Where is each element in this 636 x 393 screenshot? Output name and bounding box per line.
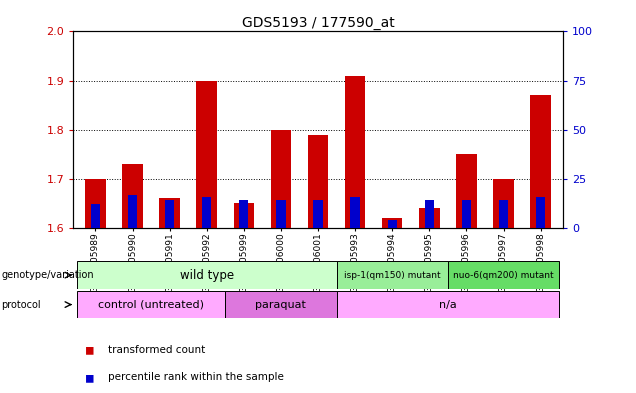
Text: protocol: protocol — [1, 299, 41, 310]
Bar — [122, 164, 142, 228]
Bar — [536, 196, 545, 228]
Text: nuo-6(qm200) mutant: nuo-6(qm200) mutant — [453, 271, 554, 279]
Bar — [233, 204, 254, 228]
Bar — [336, 261, 448, 289]
Bar — [77, 261, 336, 289]
Text: control (untreated): control (untreated) — [98, 299, 204, 310]
Bar — [308, 135, 328, 228]
Bar — [462, 200, 471, 228]
Bar — [345, 76, 365, 228]
Text: isp-1(qm150) mutant: isp-1(qm150) mutant — [344, 271, 441, 279]
Text: n/a: n/a — [439, 299, 457, 310]
Text: wild type: wild type — [179, 268, 234, 282]
Bar — [271, 130, 291, 228]
Bar — [202, 196, 211, 228]
Title: GDS5193 / 177590_at: GDS5193 / 177590_at — [242, 17, 394, 30]
Text: ■: ■ — [86, 371, 93, 384]
Bar — [494, 179, 514, 228]
Bar — [160, 198, 180, 228]
Bar — [448, 261, 559, 289]
Bar — [530, 95, 551, 228]
Bar — [425, 200, 434, 228]
Text: percentile rank within the sample: percentile rank within the sample — [108, 372, 284, 382]
Bar — [314, 200, 322, 228]
Bar — [499, 200, 508, 228]
Bar — [382, 218, 403, 228]
Bar — [91, 204, 100, 228]
Bar — [225, 291, 336, 318]
Bar — [387, 220, 397, 228]
Bar — [165, 200, 174, 228]
Text: transformed count: transformed count — [108, 345, 205, 355]
Bar — [336, 291, 559, 318]
Bar — [128, 195, 137, 228]
Bar — [197, 81, 217, 228]
Bar — [350, 196, 360, 228]
Text: ■: ■ — [86, 343, 93, 356]
Bar — [85, 179, 106, 228]
Text: genotype/variation: genotype/variation — [1, 270, 94, 280]
Bar — [239, 200, 249, 228]
Bar — [456, 154, 476, 228]
Text: paraquat: paraquat — [256, 299, 307, 310]
Bar — [276, 200, 286, 228]
Bar — [77, 291, 225, 318]
Bar — [419, 208, 439, 228]
